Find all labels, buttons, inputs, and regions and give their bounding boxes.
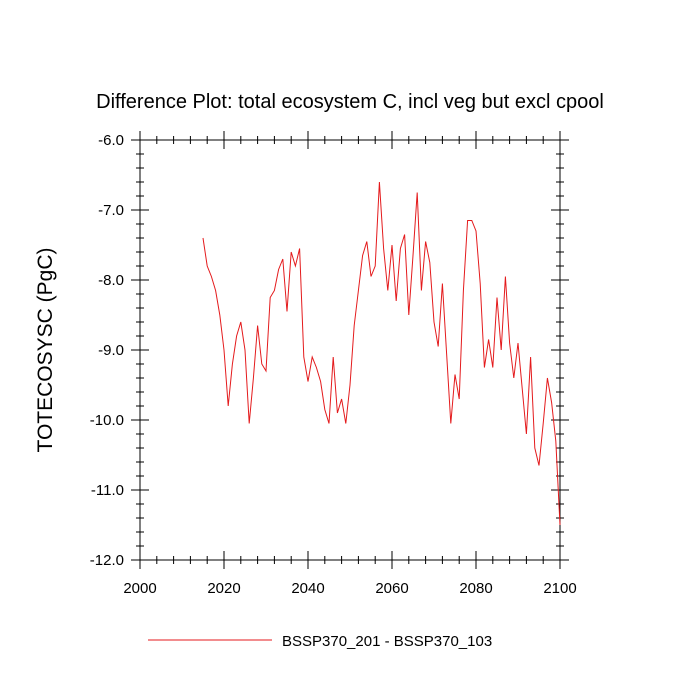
y-tick-label: -8.0 <box>98 272 124 289</box>
legend: BSSP370_201 - BSSP370_103 <box>148 633 492 650</box>
y-tick-label: -11.0 <box>91 482 124 499</box>
y-axis-label: TOTECOSYSC (PgC) <box>34 248 57 453</box>
x-tick-label: 2020 <box>207 580 240 597</box>
series-line <box>202 181 561 526</box>
legend-label: BSSP370_201 - BSSP370_103 <box>282 633 492 650</box>
minor-ticks <box>136 136 564 564</box>
x-tick-label: 2060 <box>375 580 408 597</box>
chart-title: Difference Plot: total ecosystem C, incl… <box>96 91 604 113</box>
plot-frame <box>139 139 561 561</box>
y-tick-label: -9.0 <box>98 342 124 359</box>
y-axis: -6.0 -7.0 -8.0 -9.0 -10.0 -11.0 -12.0 <box>90 132 569 569</box>
y-tick-label: -12.0 <box>90 552 124 569</box>
x-tick-label: 2100 <box>543 580 576 597</box>
x-axis: 2000 2020 2040 2060 2080 2100 <box>123 131 577 597</box>
x-tick-label: 2000 <box>123 580 156 597</box>
x-tick-label: 2040 <box>291 580 324 597</box>
y-tick-label: -6.0 <box>98 132 124 149</box>
y-tick-label: -7.0 <box>98 202 124 219</box>
x-tick-label: 2080 <box>459 580 492 597</box>
y-tick-label: -10.0 <box>90 412 124 429</box>
